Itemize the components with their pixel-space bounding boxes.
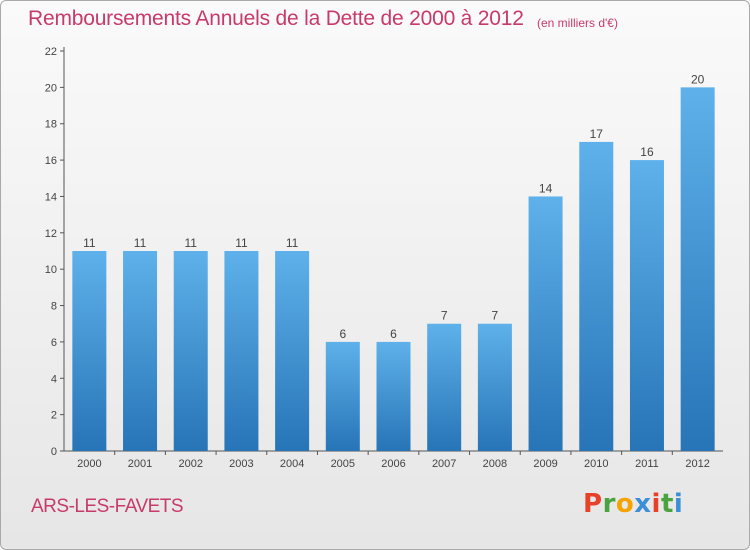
bar-value-label: 11 (184, 236, 197, 250)
bar (579, 141, 614, 451)
bar (427, 323, 462, 451)
y-tick-label: 6 (51, 337, 57, 349)
x-tick-label: 2004 (280, 458, 304, 470)
bar (224, 251, 259, 451)
y-tick-label: 16 (45, 155, 57, 167)
x-tick-label: 2011 (635, 458, 659, 470)
logo-letter: i (673, 489, 684, 519)
proxiti-logo[interactable]: Proxiti (583, 489, 683, 519)
bars (72, 87, 715, 451)
y-tick-label: 12 (45, 228, 57, 240)
y-tick-label: 14 (45, 191, 57, 203)
x-tick-label: 2012 (685, 458, 709, 470)
bar (123, 251, 158, 451)
bar (477, 323, 512, 451)
x-tick-label: 2009 (533, 458, 557, 470)
bar-value-label: 14 (539, 181, 553, 195)
bar-value-label: 17 (590, 127, 604, 141)
town-name: ARS-LES-FAVETS (31, 496, 184, 517)
bar-value-label: 7 (492, 309, 499, 323)
bar (376, 341, 411, 451)
bar (173, 251, 208, 451)
bar (680, 87, 715, 451)
x-tick-label: 2005 (331, 458, 355, 470)
bar (629, 160, 664, 451)
y-tick-label: 20 (45, 82, 57, 94)
x-tick-label: 2001 (128, 458, 152, 470)
logo-letter: x (634, 489, 652, 519)
x-tick-label: 2002 (178, 458, 202, 470)
y-tick-label: 4 (51, 373, 57, 385)
labels: 0 2 4 6 8 10 12 14 16 18 20 22 2000 11 2001 11 2002 11 200… (45, 46, 710, 470)
bar (528, 196, 563, 451)
bar-value-label: 20 (691, 72, 705, 86)
bar-value-label: 11 (286, 236, 299, 250)
x-tick-label: 2008 (483, 458, 507, 470)
y-tick-label: 22 (45, 46, 57, 58)
y-tick-label: 8 (51, 301, 57, 313)
bar-value-label: 6 (339, 327, 346, 341)
x-tick-label: 2003 (229, 458, 253, 470)
bar-value-label: 11 (83, 236, 96, 250)
logo-letter: i (651, 489, 661, 519)
bar-value-label: 6 (390, 327, 397, 341)
bar-value-label: 7 (441, 309, 448, 323)
chart-unit: (en milliers d'€) (537, 16, 618, 30)
y-tick-label: 10 (45, 264, 57, 276)
y-tick-label: 2 (51, 410, 57, 422)
chart-title: Remboursements Annuels de la Dette de 20… (28, 7, 524, 30)
bar-value-label: 16 (640, 145, 654, 159)
bar-value-label: 11 (235, 236, 248, 250)
logo-letter: r (602, 489, 616, 519)
x-tick-label: 2007 (432, 458, 456, 470)
x-tick-label: 2000 (77, 458, 101, 470)
logo-letter: t (660, 489, 674, 519)
bar-value-label: 11 (134, 236, 147, 250)
logo-letter: o (615, 489, 635, 519)
bar (325, 341, 360, 451)
x-tick-label: 2010 (584, 458, 608, 470)
bar (72, 251, 107, 451)
y-tick-label: 18 (45, 119, 57, 131)
y-tick-label: 0 (51, 446, 57, 458)
bar (275, 251, 310, 451)
x-tick-label: 2006 (381, 458, 405, 470)
logo-letter: P (583, 489, 603, 519)
